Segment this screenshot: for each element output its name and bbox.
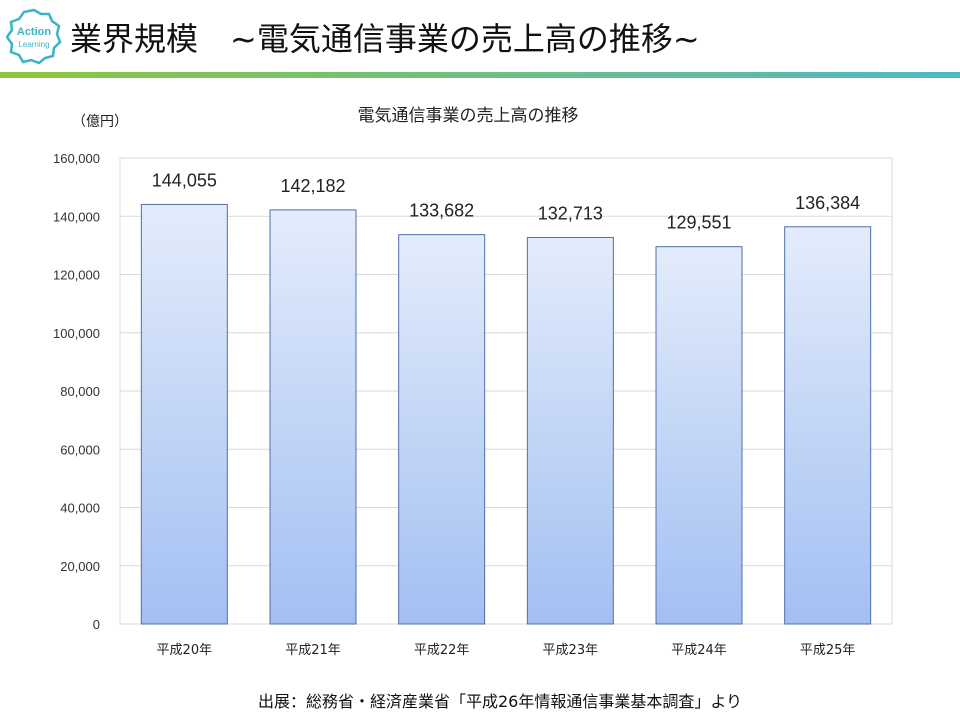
title-divider xyxy=(0,72,960,78)
x-tick-label: 平成25年 xyxy=(800,643,856,658)
action-learning-logo: Action Learning xyxy=(6,8,62,64)
data-label: 129,551 xyxy=(666,213,731,233)
slide-title: 業界規模 ~電気通信事業の売上高の推移~ xyxy=(70,20,700,58)
y-tick-label: 100,000 xyxy=(53,326,100,341)
data-label: 136,384 xyxy=(795,193,860,213)
chart-title: 電気通信事業の売上高の推移 xyxy=(358,106,579,126)
y-tick-label: 40,000 xyxy=(60,501,100,516)
x-tick-label: 平成24年 xyxy=(671,643,727,658)
bar xyxy=(655,246,743,625)
plot-area-border xyxy=(119,157,893,625)
x-tick-label: 平成20年 xyxy=(157,643,213,658)
y-axis-unit-label: （億円） xyxy=(72,114,128,130)
y-tick-label: 80,000 xyxy=(60,384,100,399)
y-tick-label: 60,000 xyxy=(60,442,100,457)
bar xyxy=(784,226,872,625)
svg-text:Action: Action xyxy=(17,26,52,38)
bar xyxy=(269,209,357,625)
y-tick-label: 140,000 xyxy=(53,209,100,224)
y-tick-label: 120,000 xyxy=(53,268,100,283)
x-tick-label: 平成21年 xyxy=(285,643,341,658)
source-note: 出展：総務省・経済産業省「平成26年情報通信事業基本調査」より xyxy=(258,692,743,711)
data-label: 142,182 xyxy=(280,176,345,196)
x-tick-label: 平成23年 xyxy=(543,643,599,658)
revenue-bar-chart: 電気通信事業の売上高の推移 （億円） 0 20,000 40,000 60,000 80… xyxy=(53,106,893,658)
y-tick-label: 20,000 xyxy=(60,559,100,574)
data-label: 132,713 xyxy=(538,203,603,223)
data-label: 144,055 xyxy=(152,170,217,190)
data-label: 133,682 xyxy=(409,201,474,221)
svg-text:Learning: Learning xyxy=(18,40,49,49)
bar xyxy=(398,234,486,625)
x-tick-label: 平成22年 xyxy=(414,643,470,658)
bar xyxy=(140,203,228,625)
y-tick-label: 0 xyxy=(93,617,100,632)
bar xyxy=(526,236,614,625)
y-tick-label: 160,000 xyxy=(53,151,100,166)
